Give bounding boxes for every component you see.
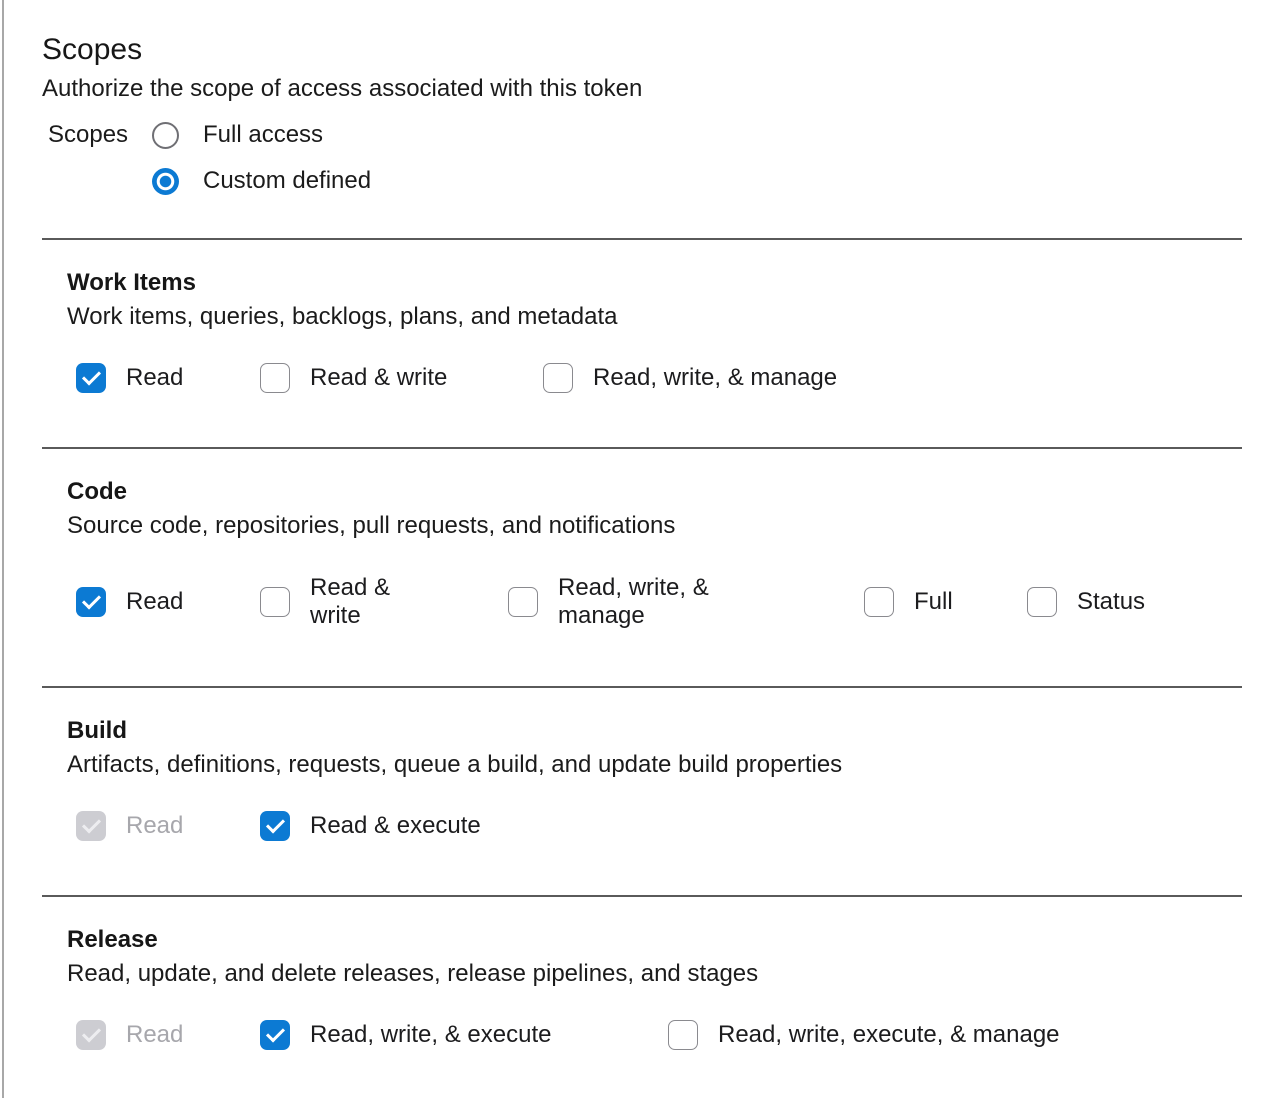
radio-row: Scopes Full access [48,112,1282,158]
scope-option: Read [76,363,190,393]
section-title: Work Items [67,269,196,296]
left-panel-border [2,0,4,1098]
radio-button-custom-defined[interactable] [152,167,179,195]
section-description: Artifacts, definitions, requests, queue … [67,751,843,778]
scope-option: Full [864,587,957,617]
checkbox[interactable] [543,363,573,393]
scope-option: Read, write, & execute [260,1020,598,1050]
section-description: Source code, repositories, pull requests… [67,512,676,539]
scope-section-build: Build Artifacts, definitions, requests, … [42,686,1242,895]
scope-option: Read [76,587,190,617]
checkbox [76,1020,106,1050]
checkbox[interactable] [668,1020,698,1050]
scope-option: Read & execute [260,811,481,841]
scope-sections: Work Items Work items, queries, backlogs… [42,238,1242,1050]
page-subtitle: Authorize the scope of access associated… [42,75,643,102]
scope-section-release: Release Read, update, and delete release… [42,895,1242,1050]
checkbox-label: Read, write, & manage [558,574,709,629]
section-options: Read Read & write Read, write, & manage [76,363,1242,393]
radio-option-label: Custom defined [203,167,372,194]
scope-section-work-items: Work Items Work items, queries, backlogs… [42,238,1242,447]
scope-option: Read [76,811,190,841]
checkbox-label: Read & write [310,364,448,391]
checkbox[interactable] [76,587,106,617]
scope-option: Read [76,1020,190,1050]
checkbox-label: Read & write [310,574,391,629]
checkbox-label: Read, write, & execute [310,1021,552,1048]
section-title: Release [67,926,158,953]
checkbox[interactable] [260,1020,290,1050]
scopes-radio-group-label: Scopes [48,121,129,148]
checkbox-label: Read [126,588,184,615]
checkbox[interactable] [508,587,538,617]
checkbox-label: Read [126,1021,184,1048]
section-title: Build [67,717,127,744]
section-options: Read Read, write, & execute Read, write,… [76,1020,1242,1050]
section-options: Read Read & execute [76,811,1242,841]
scope-section-code: Code Source code, repositories, pull req… [42,447,1242,686]
scope-option: Read, write, & manage [508,574,794,630]
checkbox[interactable] [864,587,894,617]
checkbox-label: Read [126,812,184,839]
scope-option: Read, write, execute, & manage [668,1020,1060,1050]
radio-button-full-access[interactable] [152,121,179,149]
page-title: Scopes [42,33,143,66]
checkbox [76,811,106,841]
checkbox-label: Read [126,364,184,391]
section-options: Read Read & write Read, write, & manage … [76,572,1242,632]
scope-option: Read & write [260,363,473,393]
scope-option: Read, write, & manage [543,363,837,393]
checkbox[interactable] [260,363,290,393]
checkbox-label: Read, write, & manage [593,364,838,391]
scope-option: Status [1027,587,1145,617]
checkbox[interactable] [1027,587,1057,617]
checkbox-label: Read, write, execute, & manage [718,1021,1060,1048]
checkbox-label: Read & execute [310,812,481,839]
checkbox[interactable] [260,811,290,841]
radio-row: Scopes Custom defined [48,158,1282,204]
radio-option-label: Full access [203,121,324,148]
section-description: Read, update, and delete releases, relea… [67,960,759,987]
scopes-radio-group: Scopes Full access Scopes Custom defined [48,112,1282,204]
scope-option: Read & write [260,574,438,630]
section-title: Code [67,478,127,505]
checkbox-label: Status [1077,588,1146,615]
checkbox-label: Full [914,588,953,615]
section-description: Work items, queries, backlogs, plans, an… [67,303,618,330]
checkbox[interactable] [76,363,106,393]
checkbox[interactable] [260,587,290,617]
